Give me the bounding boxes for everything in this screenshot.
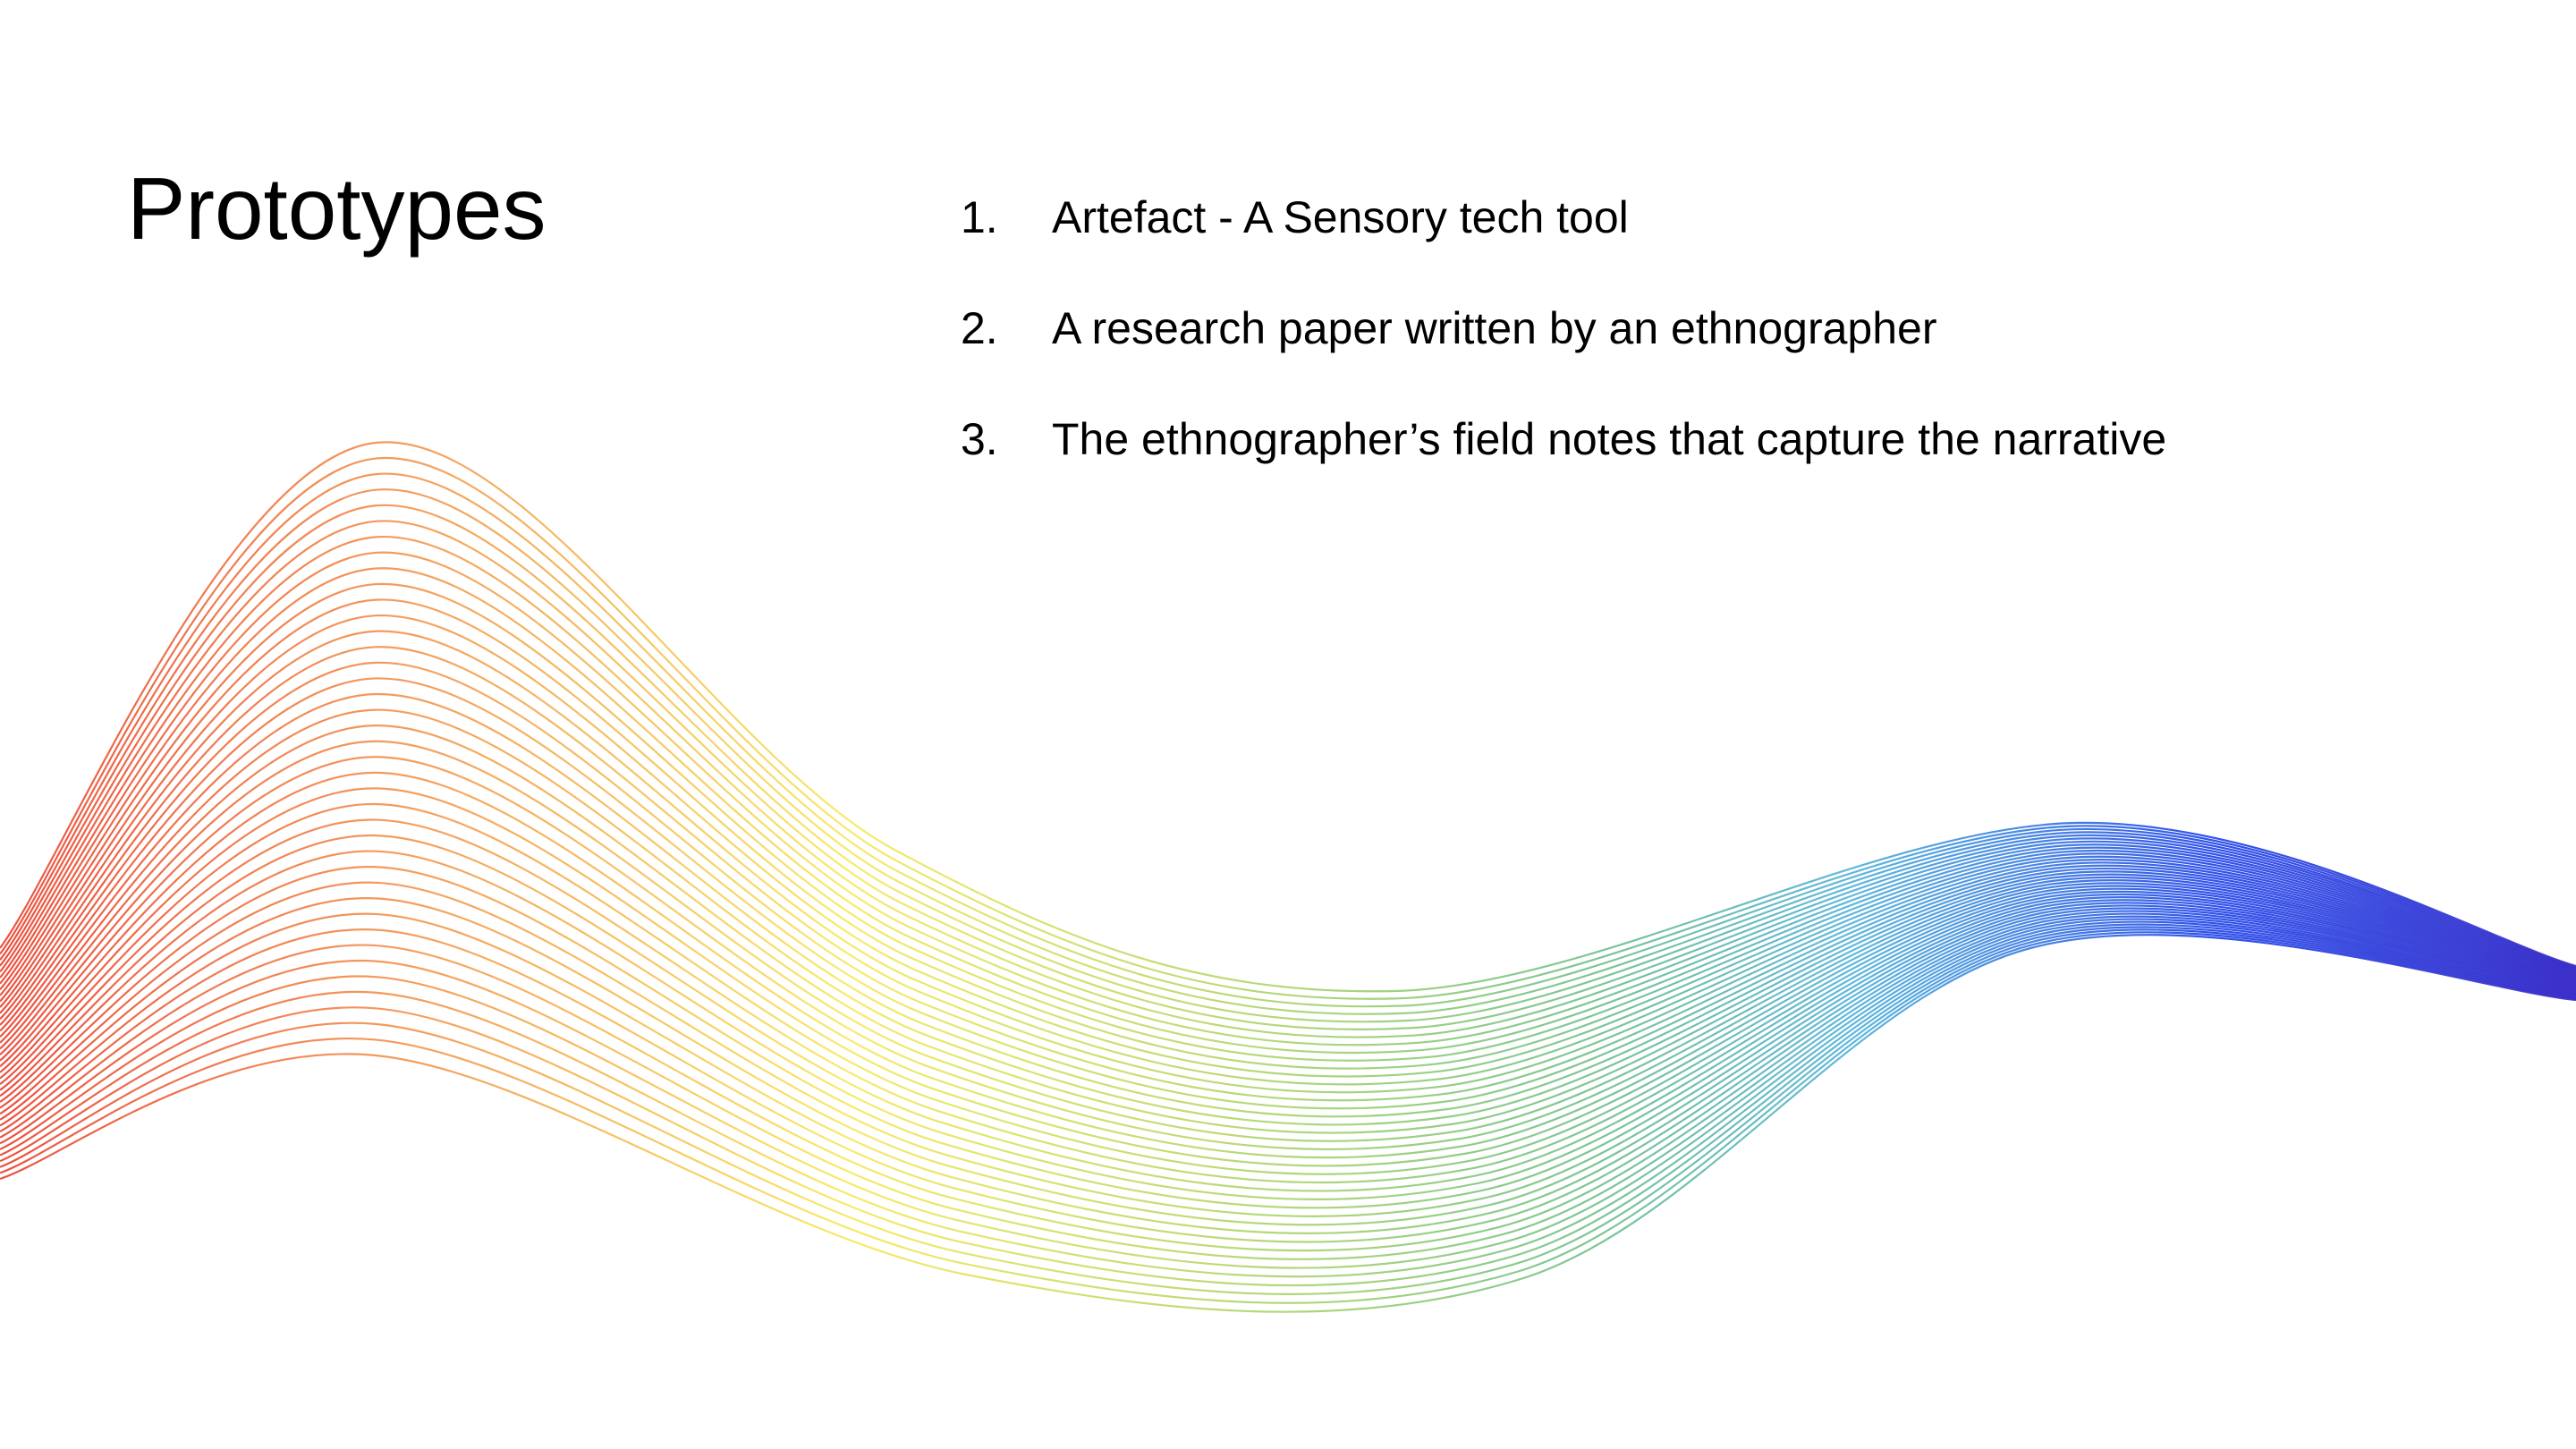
list-item-number: 1. xyxy=(961,192,998,242)
wave-line xyxy=(0,708,2576,1126)
wave-line xyxy=(0,802,2576,1175)
wave-line xyxy=(0,598,2576,1070)
wave-line xyxy=(0,441,2576,993)
wave-line xyxy=(0,567,2576,1055)
wave-line xyxy=(0,934,2576,1313)
wave-line xyxy=(0,582,2576,1062)
wave-line xyxy=(0,928,2576,1296)
wave-line xyxy=(0,910,2576,1234)
wave-line xyxy=(0,866,2576,1209)
wave-line xyxy=(0,756,2576,1151)
wave-line xyxy=(0,834,2576,1192)
wave-line xyxy=(0,881,2576,1217)
wave-line xyxy=(0,926,2576,1287)
wave-line xyxy=(0,504,2576,1023)
wave-line xyxy=(0,740,2576,1142)
wave-line xyxy=(0,918,2576,1260)
wave-line xyxy=(0,692,2576,1118)
wave-line xyxy=(0,818,2576,1184)
list-item-number: 3. xyxy=(961,414,998,464)
wave-line xyxy=(0,677,2576,1110)
list-item-number: 2. xyxy=(961,303,998,353)
wave-line xyxy=(0,923,2576,1278)
wave-line xyxy=(0,771,2576,1159)
wave-line xyxy=(0,536,2576,1038)
wave-line xyxy=(0,488,2576,1015)
wave-line xyxy=(0,520,2576,1030)
wave-line xyxy=(0,920,2576,1269)
wave-line xyxy=(0,897,2576,1226)
wave-line xyxy=(0,931,2576,1304)
slide-title: Prototypes xyxy=(127,159,547,258)
wave-line xyxy=(0,472,2576,1008)
list-item-text: The ethnographer’s field notes that capt… xyxy=(1052,414,2167,464)
wave-line xyxy=(0,457,2576,1000)
wave-lines-group xyxy=(0,441,2576,1313)
wave-line xyxy=(0,551,2576,1046)
wave-line xyxy=(0,614,2576,1078)
wave-line xyxy=(0,630,2576,1086)
wave-line xyxy=(0,787,2576,1167)
wave-line xyxy=(0,724,2576,1134)
wave-line xyxy=(0,646,2576,1094)
list-item-text: A research paper written by an ethnograp… xyxy=(1052,303,1937,353)
wave-line xyxy=(0,661,2576,1102)
wave-line xyxy=(0,912,2576,1243)
wave-line xyxy=(0,915,2576,1252)
list-item-text: Artefact - A Sensory tech tool xyxy=(1052,192,1629,242)
wave-line xyxy=(0,850,2576,1200)
